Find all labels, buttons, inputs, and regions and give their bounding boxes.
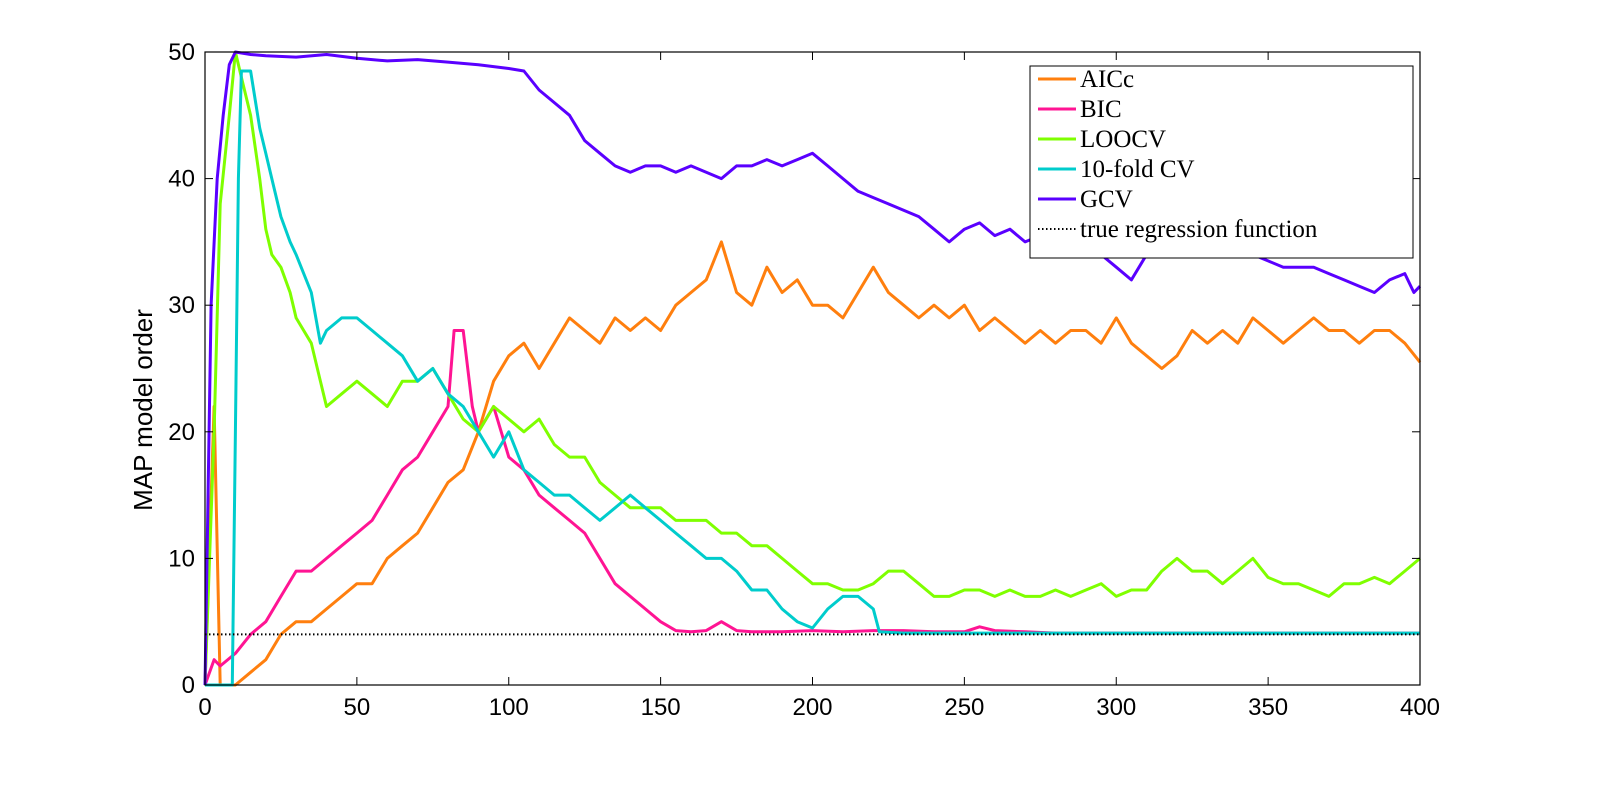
x-axis: 0 50 100 150 200 250 300 350 400 bbox=[198, 52, 1440, 721]
legend-label: true regression function bbox=[1080, 216, 1318, 243]
x-tick-label: 250 bbox=[944, 694, 984, 721]
x-tick-label: 200 bbox=[792, 694, 832, 721]
x-tick-label: 150 bbox=[641, 694, 681, 721]
legend-box bbox=[1029, 65, 1414, 259]
legend-label: GCV bbox=[1080, 186, 1133, 213]
y-tick-label: 20 bbox=[168, 419, 195, 446]
y-tick-label: 10 bbox=[168, 545, 195, 572]
x-tick-label: 350 bbox=[1248, 694, 1288, 721]
series-line-loocv bbox=[203, 50, 1421, 686]
x-tick-label: 100 bbox=[489, 694, 529, 721]
x-tick-label: 0 bbox=[198, 694, 211, 721]
series-line-10-fold-cv bbox=[205, 69, 1420, 687]
legend-label: BIC bbox=[1080, 96, 1122, 123]
y-axis-label: MAP model order bbox=[128, 309, 158, 511]
y-tick-label: 0 bbox=[182, 672, 195, 699]
legend-label: LOOCV bbox=[1080, 126, 1166, 153]
series-line-aicc bbox=[203, 240, 1422, 687]
y-tick-label: 30 bbox=[168, 292, 195, 319]
x-tick-label: 400 bbox=[1400, 694, 1440, 721]
legend-label: AICc bbox=[1080, 66, 1134, 93]
y-tick-label: 50 bbox=[168, 39, 195, 66]
y-tick-label: 40 bbox=[168, 166, 195, 193]
x-tick-label: 300 bbox=[1096, 694, 1136, 721]
y-axis: 0 10 20 30 40 50 bbox=[168, 39, 1420, 699]
x-tick-label: 50 bbox=[344, 694, 371, 721]
series-layer bbox=[203, 50, 1422, 687]
series-line-bic bbox=[203, 329, 1420, 686]
legend-label: 10-fold CV bbox=[1080, 156, 1195, 183]
legend: AICc BIC LOOCV 10-fold CV GCV true regression… bbox=[1029, 65, 1414, 259]
